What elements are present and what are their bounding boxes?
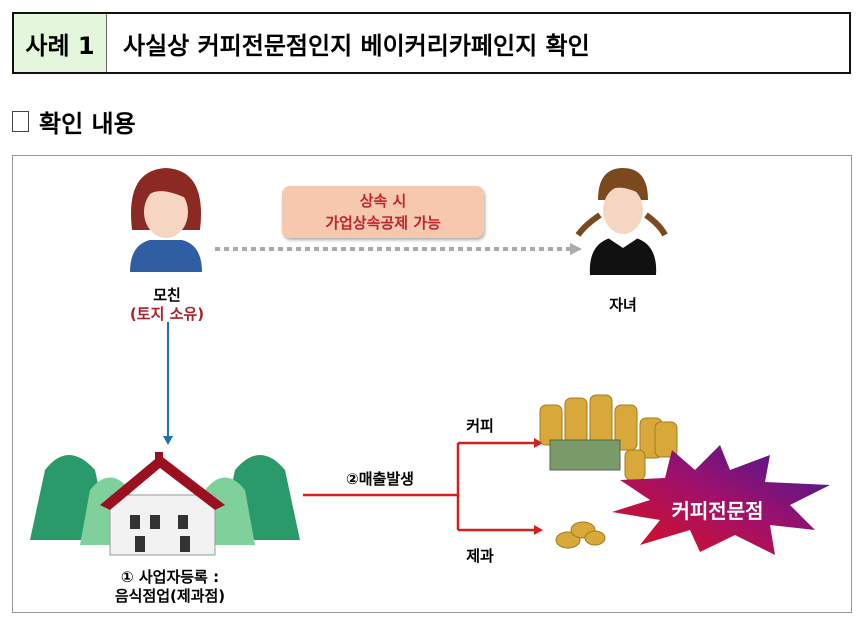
result-label: 커피전문점 (671, 499, 764, 523)
sales-label: ②매출발생 (346, 470, 414, 488)
title-box: 사례 1 사실상 커피전문점인지 베이커리카페인지 확인 (12, 12, 851, 74)
business-line-1: ① 사업자등록 : (120, 568, 220, 586)
page-title: 사실상 커피전문점인지 베이커리카페인지 확인 (123, 31, 590, 60)
small-coins-icon (555, 521, 606, 549)
mother-note: (토지 소유) (129, 305, 205, 323)
sales-arrows (303, 441, 536, 532)
section-title: 확인 내용 (39, 110, 136, 138)
mother-icon (130, 168, 202, 272)
checkbox-icon (12, 111, 29, 132)
bakery-label: 제과 (466, 547, 494, 565)
diagram-frame (12, 155, 852, 613)
coffee-label: 커피 (466, 417, 494, 435)
child-icon (575, 168, 668, 275)
inheritance-deduction-badge: 상속 시 가업상속공제 가능 (282, 186, 484, 238)
business-line-2: 음식점업(제과점) (114, 587, 226, 605)
case-label: 사례 1 (14, 14, 107, 72)
house-icon (30, 452, 300, 556)
badge-line-1: 상속 시 (359, 192, 407, 210)
mother-label: 모친 (153, 286, 181, 304)
starburst-shape (612, 445, 830, 555)
badge-line-2: 가업상속공제 가능 (325, 214, 441, 232)
coins-money-icon (539, 394, 678, 481)
section-heading: 확인 내용 (12, 104, 136, 139)
child-label: 자녀 (609, 296, 637, 314)
